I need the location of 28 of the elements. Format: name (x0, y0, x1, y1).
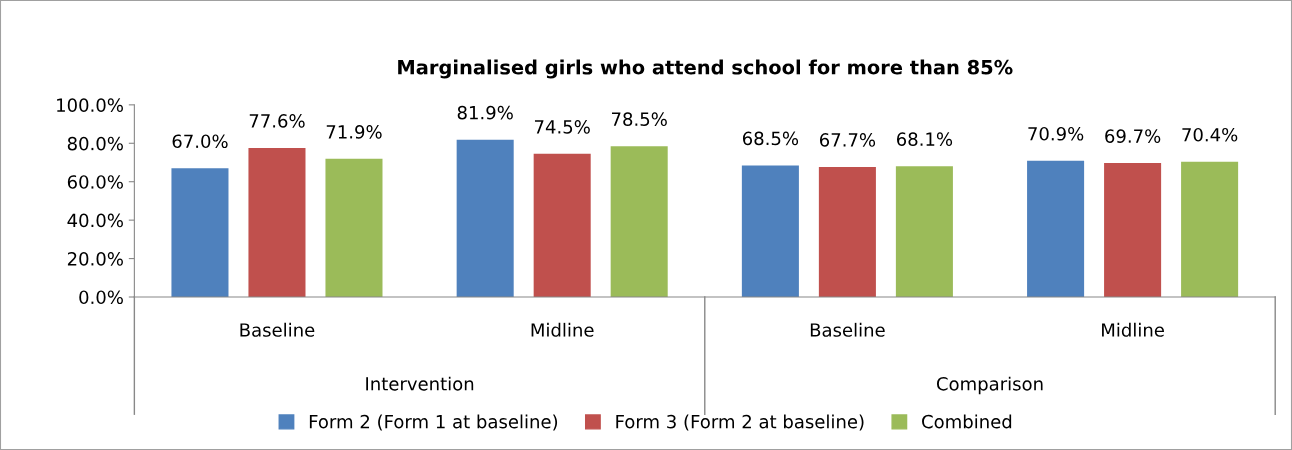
text: Comparison (936, 376, 1043, 395)
text: Intervention (366, 376, 474, 391)
x-tick-label: Midline (1102, 322, 1164, 337)
y-tick-label: 20.0% (67, 252, 123, 266)
legend-label: Form 3 (Form 2 at baseline) (616, 414, 864, 431)
x-tick-label: Baseline (240, 322, 315, 337)
data-label: 81.9% (457, 105, 513, 120)
data-label: 67.0% (172, 134, 228, 149)
data-label: 74.5% (534, 120, 590, 134)
data-label: 70.4% (1182, 127, 1238, 142)
y-tick-label: 0.0% (79, 290, 123, 305)
data-label: 70.9% (1028, 126, 1084, 141)
legend-label: Combined (922, 414, 1012, 429)
data-label: 78.5% (611, 112, 667, 126)
data-label: 71.9% (326, 125, 382, 139)
y-tick-label: 40.0% (67, 213, 123, 228)
legend-label: Form 2 (Form 1 at baseline) (309, 414, 558, 431)
y-tick-label: 60.0% (67, 175, 123, 189)
chart-title: Marginalised girls who attend school for more than 85% (398, 59, 1013, 79)
data-label: 67.7% (819, 133, 876, 147)
data-label: 68.1% (896, 132, 953, 146)
y-tick-label: 80.0% (67, 136, 123, 151)
data-label: 69.7% (1105, 129, 1161, 143)
data-label: 68.5% (742, 131, 799, 146)
x-tick-label: Baseline (810, 322, 885, 337)
x-tick-label: Midline (531, 322, 594, 337)
y-tick-label: 100.0% (57, 98, 123, 112)
data-label: 77.6% (249, 114, 305, 128)
